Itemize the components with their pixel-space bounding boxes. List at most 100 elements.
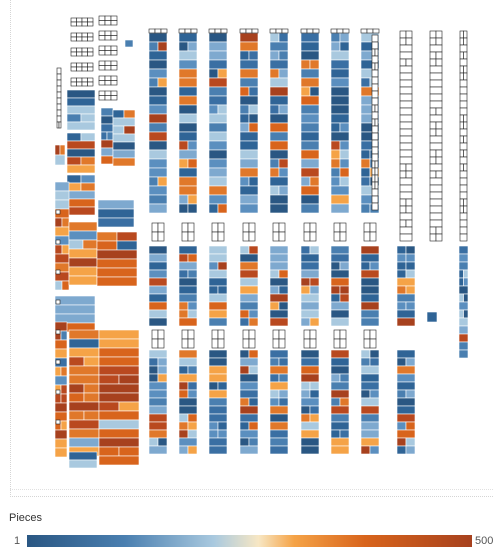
left-warm-e-cell[interactable] — [98, 329, 140, 340]
left-sep-square[interactable] — [55, 209, 61, 215]
bot-col-3-cell[interactable] — [248, 365, 259, 375]
outline-col-b-cell[interactable] — [429, 170, 437, 179]
mid-col-2-cell[interactable] — [208, 261, 219, 271]
left-outline-b-cell[interactable] — [98, 15, 106, 21]
tick-col-cell[interactable] — [371, 55, 379, 64]
outline-col-c-cell[interactable] — [463, 65, 468, 74]
top-col-5-cell[interactable] — [300, 86, 311, 97]
top-header-2-cell[interactable] — [208, 28, 216, 34]
top-col-6-cell[interactable] — [330, 122, 341, 133]
left-warm-a-cell[interactable] — [68, 275, 98, 286]
bot-col-5-cell[interactable] — [300, 421, 320, 431]
bot-col-6-cell[interactable] — [330, 373, 341, 383]
top-header-1-cell[interactable] — [184, 28, 192, 34]
outline-col-b-cell[interactable] — [429, 128, 437, 137]
mid-header-2-cell[interactable] — [217, 222, 225, 233]
low-header-2-cell[interactable] — [211, 329, 219, 340]
mid-header-5-cell[interactable] — [309, 231, 317, 242]
top-col-7-cell[interactable] — [360, 77, 371, 88]
left-outline-b-cell[interactable] — [98, 60, 106, 66]
bot-col-3-cell[interactable] — [239, 413, 259, 423]
left-warm-e-cell[interactable] — [98, 356, 140, 367]
top-col-1-cell[interactable] — [178, 95, 198, 106]
bot-col-2-cell[interactable] — [208, 429, 219, 439]
outline-col-c-cell[interactable] — [459, 121, 464, 130]
mid-col-5-cell[interactable] — [309, 277, 320, 287]
outline-col-b-cell[interactable] — [429, 93, 443, 102]
top-col-2-cell[interactable] — [208, 59, 228, 70]
left-warm-d-cell[interactable] — [68, 437, 100, 448]
bot-col-4-cell[interactable] — [278, 357, 289, 367]
bot-col-4-cell[interactable] — [269, 357, 280, 367]
top-col-6-cell[interactable] — [339, 176, 350, 187]
bot-col-0-cell[interactable] — [148, 357, 159, 367]
left-stack-d-cell[interactable] — [123, 109, 136, 119]
top-header-5-cell[interactable] — [306, 28, 314, 34]
top-col-4-cell[interactable] — [269, 194, 289, 205]
top-col-6-cell[interactable] — [330, 41, 341, 52]
left-outline-b-cell[interactable] — [104, 95, 112, 101]
mid-col-1-cell[interactable] — [187, 253, 198, 263]
mid-header-7-cell[interactable] — [369, 231, 377, 242]
left-outline-b-cell[interactable] — [104, 20, 112, 26]
top-header-5-cell[interactable] — [312, 28, 320, 34]
mid-header-2-cell[interactable] — [217, 231, 225, 242]
left-small-cell[interactable] — [124, 39, 134, 48]
top-col-2-cell[interactable] — [208, 185, 228, 196]
left-tick-col-cell[interactable] — [58, 121, 62, 129]
tick-col-cell[interactable] — [371, 153, 379, 162]
tick-col-cell[interactable] — [371, 118, 376, 127]
left-outline-b-cell[interactable] — [98, 35, 106, 41]
bot-col-2-cell[interactable] — [217, 429, 228, 439]
mid-col-right-cell[interactable] — [458, 349, 469, 359]
mid-header-5-cell[interactable] — [309, 222, 317, 233]
left-outline-b-cell[interactable] — [98, 20, 106, 26]
top-header-7-cell[interactable] — [360, 28, 368, 34]
tick-col-cell[interactable] — [371, 48, 376, 57]
left-sep-square[interactable] — [55, 299, 61, 305]
top-col-1-cell[interactable] — [178, 140, 189, 151]
top-col-2-cell[interactable] — [208, 131, 228, 142]
mid-col-right-cell[interactable] — [458, 245, 469, 255]
tick-col-cell[interactable] — [371, 34, 379, 43]
mid-header-1-cell[interactable] — [187, 222, 195, 233]
left-warm-strip-2-cell[interactable] — [54, 366, 62, 377]
left-stack-d-cell[interactable] — [112, 109, 125, 119]
left-warm-a-cell[interactable] — [68, 230, 98, 241]
outline-col-c-cell[interactable] — [463, 51, 468, 60]
left-warm-d-cell[interactable] — [68, 365, 100, 376]
bot-col-6-cell[interactable] — [330, 397, 341, 407]
bot-col-5-cell[interactable] — [300, 373, 320, 383]
left-outline-b-cell[interactable] — [110, 80, 118, 86]
low-header-7-cell[interactable] — [363, 338, 371, 349]
outline-col-a-cell[interactable] — [399, 100, 413, 109]
bot-col-8-cell[interactable] — [405, 445, 416, 455]
bot-col-8-cell[interactable] — [405, 357, 416, 367]
top-col-4-cell[interactable] — [278, 68, 289, 79]
outline-col-b-cell[interactable] — [429, 177, 443, 186]
top-col-2-cell[interactable] — [217, 203, 228, 214]
left-warm-strip-cell[interactable] — [54, 217, 63, 228]
bot-col-5-cell[interactable] — [300, 445, 320, 455]
left-warm-b-cell[interactable] — [96, 276, 138, 287]
left-outline-b-cell[interactable] — [104, 30, 112, 36]
bot-col-0-cell[interactable] — [157, 373, 168, 383]
outline-col-b-cell[interactable] — [429, 58, 437, 67]
left-stack-c-cell[interactable] — [100, 123, 114, 133]
low-header-3-cell[interactable] — [242, 338, 250, 349]
bot-col-5-cell[interactable] — [300, 405, 311, 415]
left-stack-a-cell[interactable] — [54, 144, 61, 156]
bot-col-5-cell[interactable] — [309, 405, 320, 415]
top-col-0-cell[interactable] — [148, 167, 168, 178]
left-warm-d-cell[interactable] — [83, 392, 100, 403]
outline-col-c-cell[interactable] — [459, 156, 468, 165]
top-header-2-cell[interactable] — [220, 28, 228, 34]
left-sep-square[interactable] — [55, 329, 61, 335]
left-stack-e-cell[interactable] — [66, 156, 82, 166]
left-warm-strip-2-cell[interactable] — [54, 447, 68, 458]
outline-col-c-cell[interactable] — [463, 37, 468, 46]
left-outline-a-cell[interactable] — [76, 36, 83, 42]
mid-header-1-cell[interactable] — [187, 231, 195, 242]
top-col-7-cell[interactable] — [360, 149, 371, 160]
tick-col-cell[interactable] — [374, 167, 379, 176]
